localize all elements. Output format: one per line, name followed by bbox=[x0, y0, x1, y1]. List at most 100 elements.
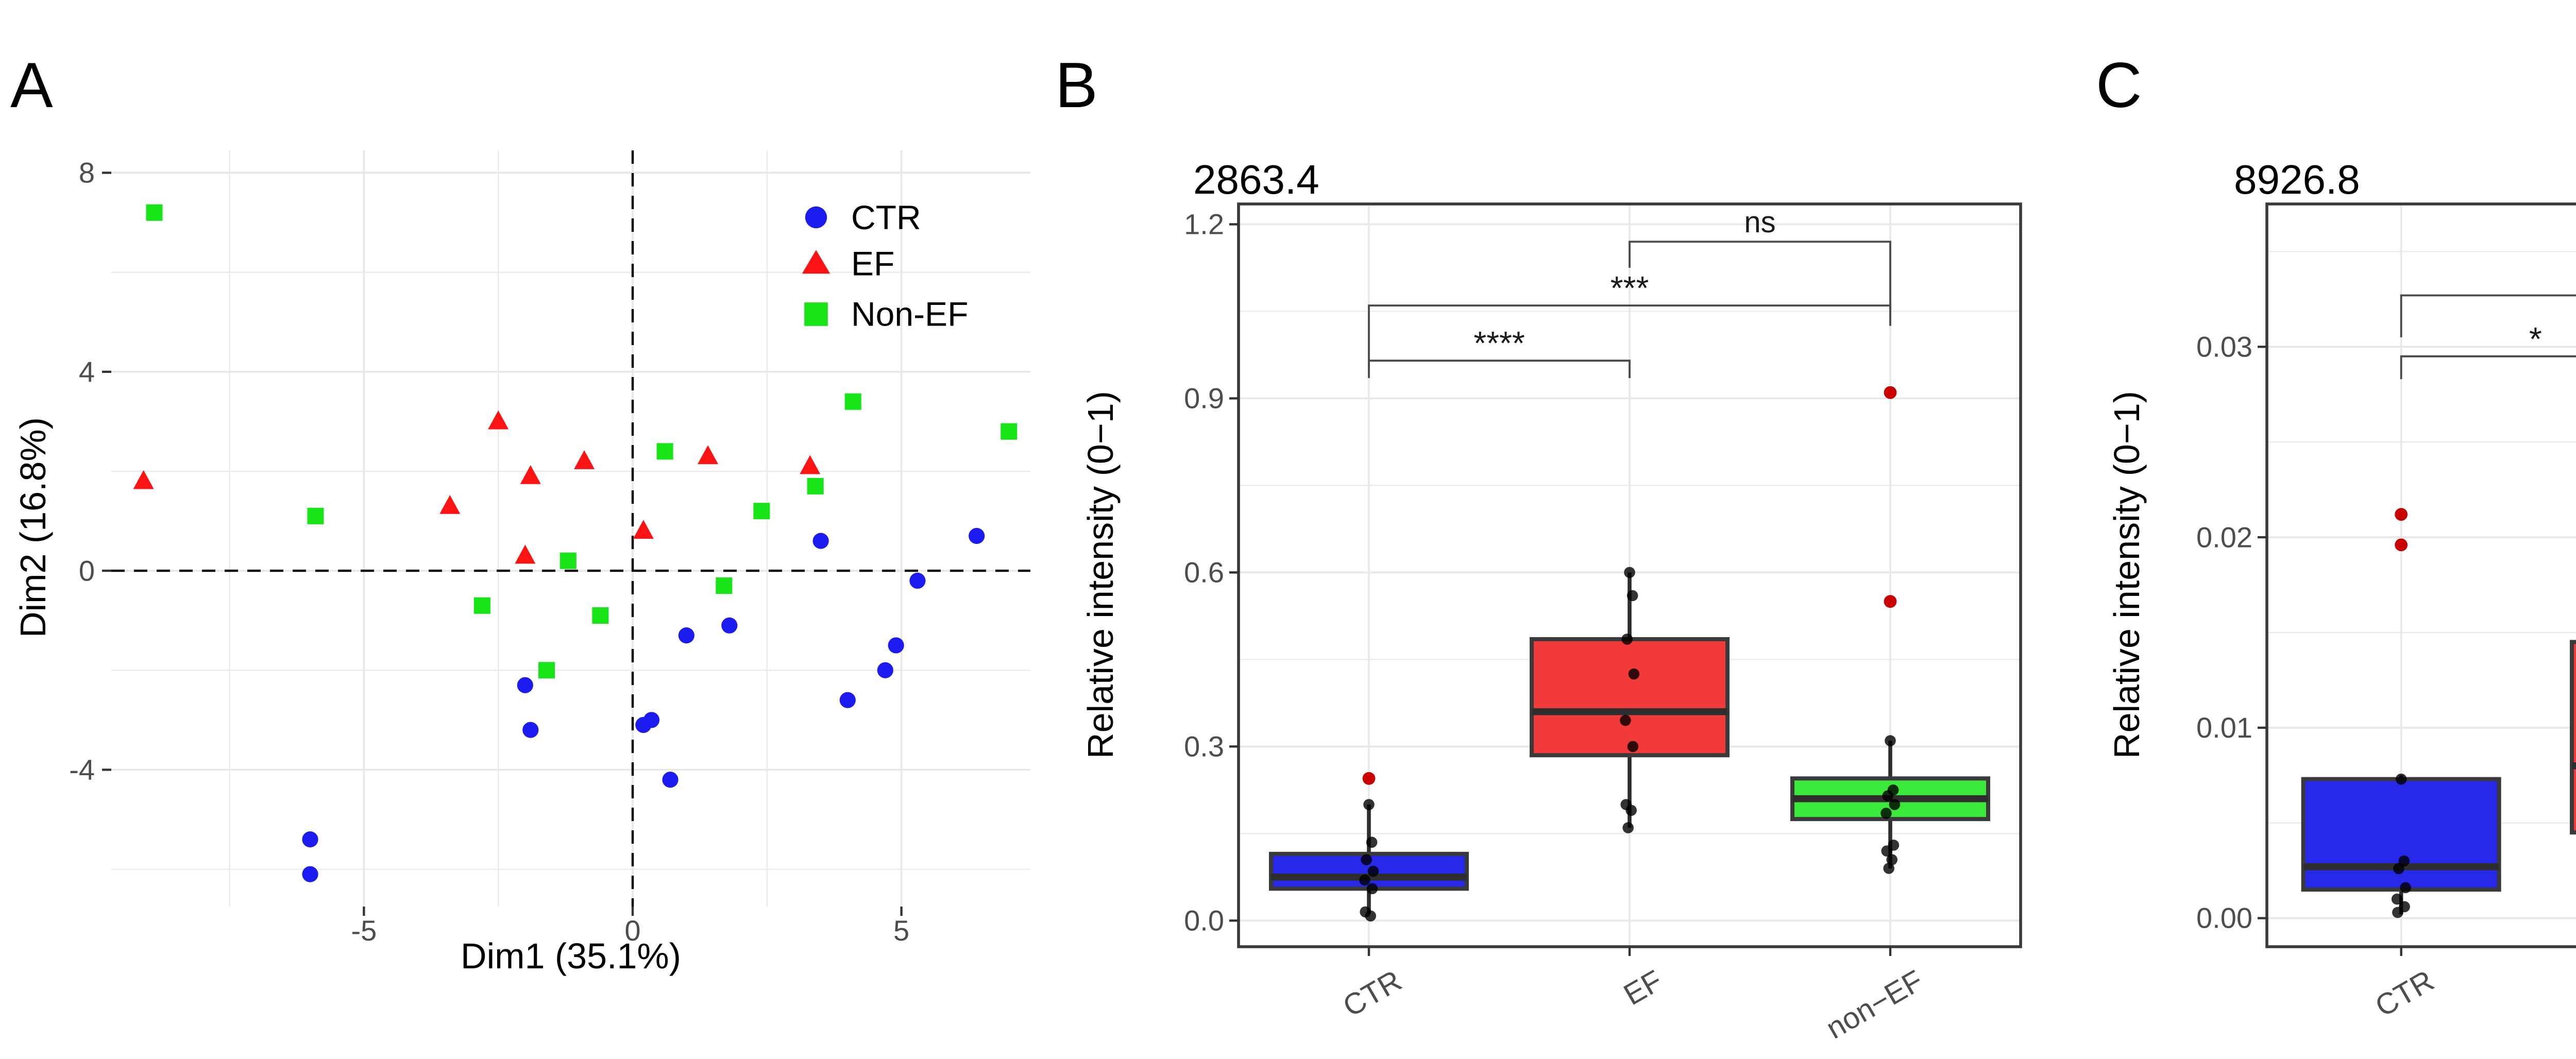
panel-a-x-axis-title: Dim1 (35.1%) bbox=[461, 936, 681, 976]
significance-bracket bbox=[1368, 360, 1631, 378]
box bbox=[1530, 637, 1730, 758]
legend-marker-nonef-square-icon bbox=[804, 302, 828, 326]
jitter-point bbox=[2393, 863, 2404, 875]
significance-bracket bbox=[2400, 294, 2576, 337]
jitter-point bbox=[1627, 741, 1639, 753]
jitter-point bbox=[1626, 590, 1638, 602]
panel-border bbox=[2265, 202, 2576, 948]
y-tick-label: 1.2 bbox=[1184, 208, 1224, 241]
panel-a-plot-area: -5 0 5 8 4 0 -4 bbox=[69, 150, 1030, 947]
y-tick-label: 0.9 bbox=[1184, 382, 1224, 415]
jitter-point bbox=[1882, 790, 1893, 801]
legend-marker-ef-triangle-icon bbox=[802, 250, 831, 274]
scatter-point-non-ef bbox=[560, 552, 577, 569]
scatter-point-ctr bbox=[302, 866, 318, 882]
jitter-point bbox=[1885, 735, 1896, 746]
x-category-label: EF bbox=[1618, 964, 1668, 1012]
scatter-point-non-ef bbox=[656, 443, 673, 460]
x-tick-label: 0 bbox=[624, 914, 640, 947]
significance-label: *** bbox=[1611, 269, 1649, 306]
panel-a-letter: A bbox=[10, 50, 53, 121]
y-tick-label: 0.02 bbox=[2196, 521, 2252, 553]
scatter-point-ef bbox=[439, 494, 461, 514]
significance-bracket bbox=[1629, 241, 1891, 317]
scatter-point-ctr bbox=[721, 617, 738, 634]
panel-a-y-axis-title: Dim2 (16.8%) bbox=[13, 417, 53, 638]
jitter-point bbox=[1365, 910, 1376, 922]
scatter-point-ctr bbox=[662, 772, 679, 788]
y-tick-label: 0.01 bbox=[2196, 711, 2252, 744]
scatter-point-non-ef bbox=[716, 577, 733, 594]
y-tick-label: 0 bbox=[79, 554, 95, 587]
jitter-point bbox=[1622, 822, 1634, 833]
panel-a: A -5 0 5 8 4 0 -4 Dim1 (35.1%) Dim2 (16.8%) CT… bbox=[10, 50, 1030, 976]
panel-b-title: 2863.4 bbox=[1193, 157, 1319, 202]
x-tick-label: 5 bbox=[893, 914, 909, 947]
scatter-point-ctr bbox=[517, 677, 533, 693]
scatter-point-ctr bbox=[678, 627, 694, 644]
x-category-label: non−EF bbox=[1821, 964, 1929, 1046]
outlier-point bbox=[2395, 538, 2408, 552]
outlier-point bbox=[1884, 595, 1897, 608]
jitter-point bbox=[2391, 893, 2403, 905]
outlier-point bbox=[1884, 386, 1897, 399]
scatter-point-non-ef bbox=[753, 503, 770, 520]
scatter-point-ef bbox=[800, 455, 821, 474]
jitter-point bbox=[1883, 863, 1894, 874]
legend-marker-ctr-circle-icon bbox=[805, 206, 827, 229]
scatter-point-ctr bbox=[812, 533, 829, 549]
scatter-point-ctr bbox=[839, 692, 856, 708]
y-tick-label: 0.3 bbox=[1184, 730, 1224, 763]
jitter-point bbox=[1367, 865, 1379, 877]
scatter-point-ctr bbox=[522, 722, 539, 738]
jitter-point bbox=[1361, 854, 1372, 865]
scatter-point-ef bbox=[488, 410, 509, 430]
outlier-point bbox=[1362, 772, 1376, 785]
x-category-label: CTR bbox=[1337, 964, 1408, 1023]
scatter-point-ctr bbox=[909, 572, 926, 589]
jitter-point bbox=[1628, 668, 1640, 680]
y-tick-label: 0.00 bbox=[2196, 902, 2252, 934]
scatter-point-non-ef bbox=[146, 204, 163, 221]
jitter-point bbox=[1624, 567, 1635, 578]
jitter-point bbox=[1881, 845, 1892, 857]
jitter-point bbox=[1366, 836, 1378, 848]
scatter-point-non-ef bbox=[807, 477, 824, 494]
jitter-point bbox=[1889, 799, 1901, 810]
jitter-point bbox=[1886, 854, 1897, 865]
y-tick-label: 0.03 bbox=[2196, 331, 2252, 363]
significance-bracket bbox=[2400, 355, 2576, 380]
legend-label-ctr: CTR bbox=[851, 198, 921, 236]
panel-c-y-axis-title: Relative intensity (0−1) bbox=[2107, 391, 2147, 759]
scatter-point-ctr bbox=[877, 662, 893, 678]
panel-c-title: 8926.8 bbox=[2234, 157, 2360, 202]
x-category-label: CTR bbox=[2369, 964, 2439, 1023]
jitter-point bbox=[2400, 882, 2411, 894]
panel-b: B 2863.4 Relative intensity (0−1) 0.0 0.3… bbox=[1055, 50, 2022, 1046]
y-tick-label: 4 bbox=[79, 355, 95, 388]
scatter-point-non-ef bbox=[473, 597, 490, 614]
jitter-point bbox=[1621, 634, 1633, 645]
outlier-point bbox=[2395, 508, 2408, 521]
y-tick-label: -4 bbox=[69, 754, 95, 786]
scatter-point-non-ef bbox=[592, 607, 609, 624]
scatter-point-non-ef bbox=[307, 507, 324, 524]
scatter-point-non-ef bbox=[1001, 423, 1018, 440]
panel-b-letter: B bbox=[1055, 50, 1098, 121]
scatter-point-ef bbox=[633, 520, 654, 539]
legend-label-nonef: Non-EF bbox=[851, 295, 968, 333]
panel-b-y-axis-title: Relative intensity (0−1) bbox=[1080, 391, 1121, 759]
jitter-point bbox=[2392, 907, 2403, 918]
scatter-point-ctr bbox=[302, 831, 318, 848]
panel-c-plot-area: 0.000.010.020.03CTREFnon−EF*ns*** bbox=[2196, 202, 2576, 1023]
y-tick-label: 8 bbox=[79, 157, 95, 189]
y-tick-label: 0.0 bbox=[1184, 904, 1224, 937]
scatter-point-ef bbox=[698, 445, 719, 465]
panel-c: C 8926.8 Relative intensity (0−1) 0.00 0.… bbox=[2096, 50, 2576, 1023]
jitter-point bbox=[1620, 714, 1631, 726]
scatter-point-ef bbox=[515, 544, 536, 564]
scatter-point-ef bbox=[574, 450, 595, 469]
